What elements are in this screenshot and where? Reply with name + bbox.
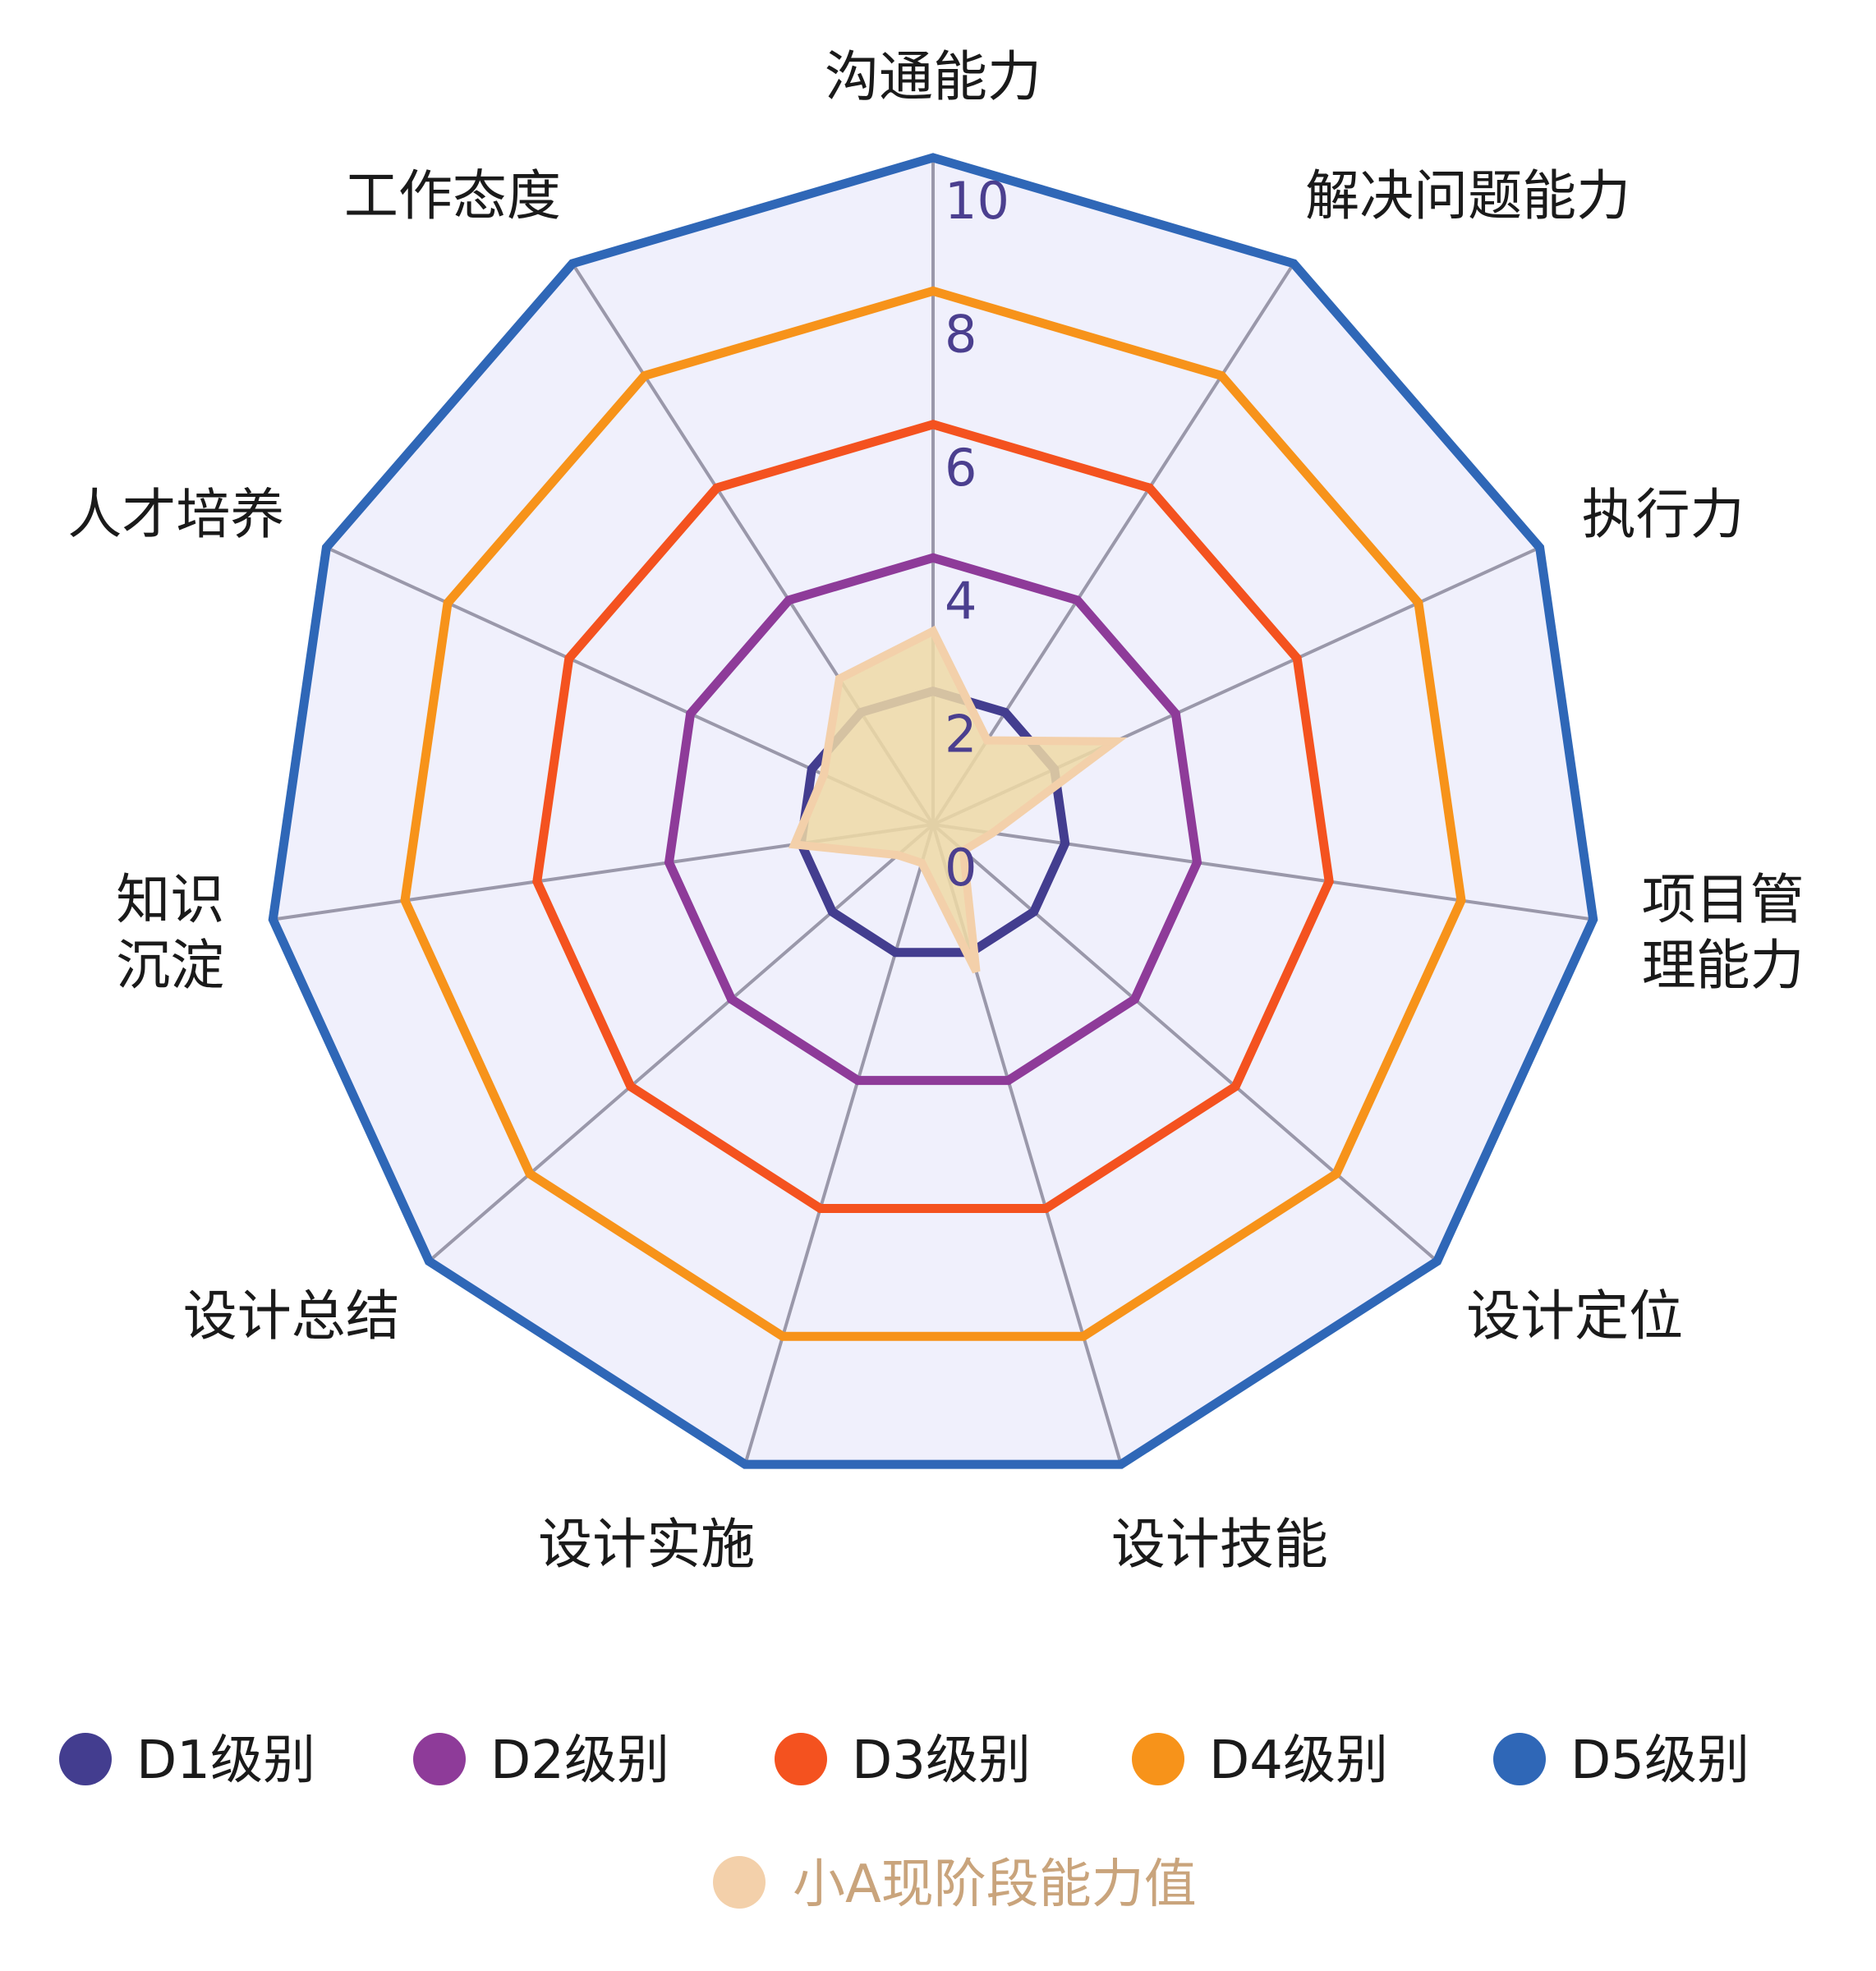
legend-swatch xyxy=(413,1733,466,1785)
axis-label: 解决问题能力 xyxy=(1305,164,1630,227)
axis-label: 执行力 xyxy=(1582,483,1745,546)
legend-item[interactable]: D4级别 xyxy=(1132,1730,1388,1791)
axis-label-line: 设计总结 xyxy=(183,1284,400,1348)
legend-swatch xyxy=(1132,1733,1184,1785)
axis-label-line: 人才培养 xyxy=(67,483,284,546)
legend-item[interactable]: 小A现阶段能力值 xyxy=(713,1854,1197,1915)
axis-label-line: 设计技能 xyxy=(1111,1513,1328,1576)
legend-label: 小A现阶段能力值 xyxy=(793,1854,1197,1915)
radar-spoke xyxy=(743,824,935,1465)
axis-label-line: 沟通能力 xyxy=(825,45,1041,108)
axis-label: 沟通能力 xyxy=(825,45,1041,108)
legend-swatch xyxy=(59,1733,112,1785)
axis-label: 设计实施 xyxy=(538,1513,755,1576)
axis-label-line: 设计定位 xyxy=(1466,1284,1683,1348)
axis-label: 设计技能 xyxy=(1111,1513,1328,1576)
axis-label: 人才培养 xyxy=(67,483,284,546)
radar-spoke xyxy=(931,262,1295,826)
legend-label: D1级别 xyxy=(136,1730,315,1791)
axis-label-line: 沉淀 xyxy=(116,934,224,997)
legend-swatch xyxy=(1493,1733,1546,1785)
legend-item[interactable]: D5级别 xyxy=(1493,1730,1750,1791)
axis-label-line: 执行力 xyxy=(1582,483,1745,546)
tick-label: 2 xyxy=(945,705,977,765)
axis-label-line: 知识 xyxy=(116,868,224,931)
axis-label-line: 工作态度 xyxy=(344,164,561,227)
legend-swatch xyxy=(713,1856,766,1909)
legend-label: D4级别 xyxy=(1209,1730,1388,1791)
legend-item[interactable]: D1级别 xyxy=(59,1730,315,1791)
series-polygon-5 xyxy=(268,153,1598,1469)
axis-label: 设计定位 xyxy=(1466,1284,1683,1348)
legend-label: D5级别 xyxy=(1570,1730,1750,1791)
series-polygon-4 xyxy=(400,286,1466,1341)
axis-label-line: 项目管 xyxy=(1642,868,1805,931)
series-polygon-6 xyxy=(788,625,1128,974)
tick-label: 8 xyxy=(945,304,977,364)
series-polygon-2 xyxy=(664,553,1202,1086)
axis-label: 项目管理能力 xyxy=(1642,868,1805,997)
legend-item[interactable]: D3级别 xyxy=(775,1730,1031,1791)
legend-label: D3级别 xyxy=(852,1730,1031,1791)
radar-spoke xyxy=(427,823,935,1263)
series-polygon-3 xyxy=(532,420,1334,1213)
axis-label: 设计总结 xyxy=(183,1284,400,1348)
axis-label: 工作态度 xyxy=(344,164,561,227)
legend-swatch xyxy=(775,1733,827,1785)
legend-item[interactable]: D2级别 xyxy=(413,1730,669,1791)
radar-spoke xyxy=(931,823,1439,1263)
tick-label: 0 xyxy=(945,838,977,898)
axis-label: 知识沉淀 xyxy=(116,868,224,997)
tick-label: 4 xyxy=(945,571,977,631)
axis-label-line: 设计实施 xyxy=(538,1513,755,1576)
axis-label-line: 解决问题能力 xyxy=(1305,164,1630,227)
axis-label-line: 理能力 xyxy=(1642,934,1805,997)
tick-label: 10 xyxy=(945,171,1009,231)
tick-label: 6 xyxy=(945,438,977,498)
radar-spoke xyxy=(932,823,1593,921)
legend-label: D2级别 xyxy=(490,1730,669,1791)
